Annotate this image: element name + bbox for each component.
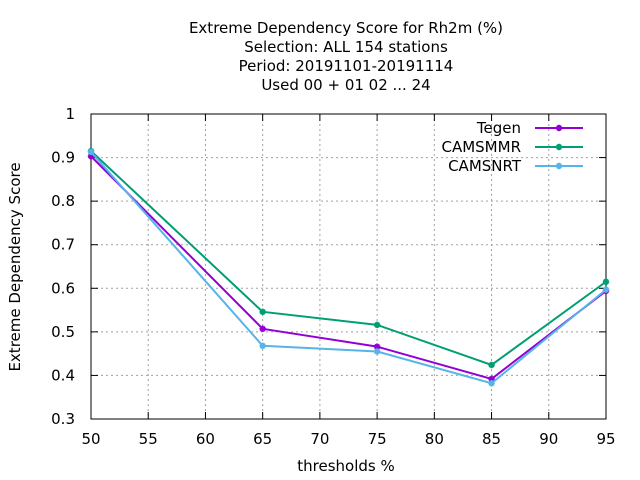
y-tick-label: 1 <box>65 105 75 123</box>
series-camsmmr <box>87 147 610 369</box>
chart-title: Extreme Dependency Score for Rh2m (%) Se… <box>189 19 503 94</box>
x-axis-label: thresholds % <box>297 457 394 475</box>
data-point-camsnrt <box>488 380 495 387</box>
data-point-tegen <box>259 325 266 333</box>
legend-label-tegen: Tegen <box>476 119 521 137</box>
data-point-camsnrt <box>373 348 381 355</box>
title-line-2: Selection: ALL 154 stations <box>244 38 448 56</box>
title-line-4: Used 00 + 01 02 ... 24 <box>261 76 430 94</box>
legend-item-camsnrt: CAMSNRT <box>448 157 583 175</box>
x-tick-label: 50 <box>81 430 100 448</box>
data-point-camsnrt <box>602 286 610 293</box>
x-tick-label: 85 <box>482 430 501 448</box>
data-point-camsmmr <box>373 321 381 329</box>
data-point-camsmmr <box>259 308 266 316</box>
title-line-3: Period: 20191101-20191114 <box>239 57 454 75</box>
series-layer <box>87 147 610 387</box>
series-camsnrt <box>87 148 610 387</box>
series-tegen <box>87 153 610 383</box>
x-tick-label: 90 <box>539 430 558 448</box>
y-tick-label: 0.6 <box>51 279 75 297</box>
x-tick-label: 65 <box>253 430 272 448</box>
data-point-camsmmr <box>602 278 610 285</box>
x-tick-label: 70 <box>310 430 329 448</box>
grid <box>91 114 606 419</box>
plot-frame <box>90 113 607 420</box>
legend-item-camsmmr: CAMSMMR <box>441 138 583 156</box>
x-tick-label: 75 <box>368 430 387 448</box>
series-line-camsnrt <box>90 151 607 385</box>
series-line-tegen <box>90 155 607 380</box>
legend-label-camsmmr: CAMSMMR <box>441 138 521 156</box>
y-tick-label: 0.7 <box>51 236 75 254</box>
tick-labels: 50 55 60 65 70 75 80 85 90 95 0.3 0.4 0.5 0.6 0.7 0.8 0.… <box>51 105 615 448</box>
y-axis-label: Extreme Dependency Score <box>6 162 24 371</box>
x-tick-label: 55 <box>139 430 158 448</box>
y-tick-label: 0.8 <box>51 192 75 210</box>
x-tick-label: 95 <box>596 430 615 448</box>
title-line-1: Extreme Dependency Score for Rh2m (%) <box>189 19 503 37</box>
legend-item-tegen: Tegen <box>476 119 583 137</box>
data-point-camsnrt <box>87 148 95 156</box>
legend-marker-camsnrt <box>555 162 563 170</box>
x-tick-label: 60 <box>196 430 215 448</box>
legend-marker-tegen <box>555 124 563 132</box>
y-tick-label: 0.3 <box>51 410 75 428</box>
y-tick-label: 0.5 <box>51 323 75 341</box>
data-point-camsnrt <box>259 342 266 349</box>
legend-label-camsnrt: CAMSNRT <box>448 157 522 175</box>
x-tick-label: 80 <box>425 430 444 448</box>
legend-marker-camsmmr <box>555 143 563 151</box>
y-tick-label: 0.4 <box>51 366 75 384</box>
y-tick-label: 0.9 <box>51 149 75 167</box>
axis-ticks <box>90 113 607 420</box>
series-line-camsmmr <box>90 150 607 366</box>
data-point-camsmmr <box>488 361 495 369</box>
